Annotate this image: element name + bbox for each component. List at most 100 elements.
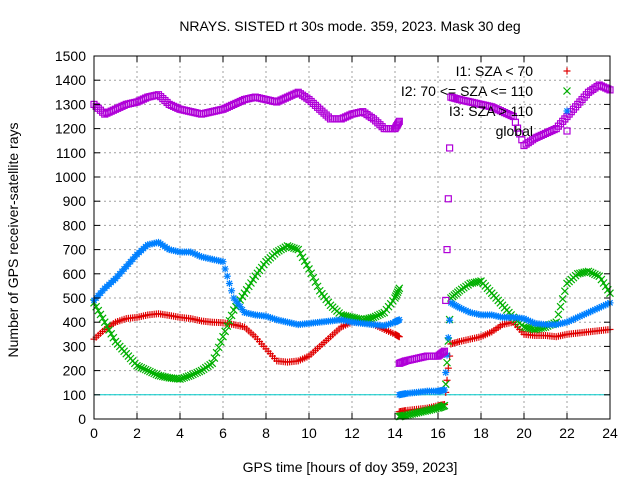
data-point <box>159 94 167 103</box>
data-point <box>225 279 233 287</box>
data-point <box>225 316 234 325</box>
data-point <box>441 380 450 389</box>
y-tick-label: 900 <box>63 193 87 209</box>
data-point <box>223 322 232 330</box>
data-point <box>247 279 255 287</box>
data-point <box>320 109 328 117</box>
y-tick-label: 1100 <box>56 145 86 161</box>
data-point <box>227 311 236 320</box>
data-point <box>92 102 100 110</box>
y-tick-label: 1200 <box>55 121 86 137</box>
data-point <box>178 374 187 383</box>
chart-title: NRAYS. SISTED rt 30s mode. 359, 2023. Ma… <box>179 18 520 34</box>
data-point <box>274 246 283 255</box>
data-point <box>133 361 141 370</box>
data-point <box>305 95 313 104</box>
data-point <box>395 333 403 341</box>
y-tick-label: 1000 <box>55 169 86 185</box>
data-point <box>394 286 403 295</box>
y-tick-label: 1400 <box>55 72 86 88</box>
data-point <box>595 272 604 281</box>
data-point <box>374 119 382 127</box>
x-tick-label: 20 <box>516 425 532 441</box>
data-point <box>588 269 597 278</box>
data-point <box>313 282 322 291</box>
data-point <box>182 372 191 381</box>
data-point <box>294 245 303 254</box>
data-point <box>391 292 400 300</box>
data-point <box>395 284 404 293</box>
data-point <box>329 115 337 123</box>
x-tick-label: 22 <box>559 425 575 441</box>
x-tick-label: 10 <box>301 425 317 441</box>
y-tick-label: 100 <box>63 387 87 403</box>
data-point <box>376 310 384 319</box>
data-point <box>326 115 335 123</box>
series-3 <box>90 238 614 399</box>
data-point <box>443 358 451 367</box>
x-tick-label: 14 <box>387 425 403 441</box>
x-tick-label: 6 <box>219 425 227 441</box>
data-point <box>311 101 320 109</box>
data-point <box>228 287 236 295</box>
data-point <box>371 312 380 321</box>
data-point <box>554 310 563 319</box>
data-point <box>96 310 105 319</box>
data-point <box>141 365 150 374</box>
data-point <box>558 295 567 303</box>
data-point <box>305 265 313 273</box>
data-point <box>279 244 288 253</box>
data-point <box>216 338 225 346</box>
data-point <box>369 115 378 123</box>
data-point <box>180 373 189 382</box>
data-point <box>442 296 450 305</box>
data-point <box>376 121 384 129</box>
x-tick-label: 12 <box>344 425 360 441</box>
data-point <box>331 115 339 123</box>
data-point <box>229 306 238 315</box>
data-point <box>591 270 599 279</box>
legend-marker <box>563 87 571 95</box>
x-tick-label: 0 <box>90 425 98 441</box>
data-point <box>300 257 309 266</box>
data-point <box>135 362 144 371</box>
data-point <box>285 242 294 251</box>
data-point <box>395 316 403 324</box>
data-point <box>597 275 606 284</box>
data-point <box>96 106 105 114</box>
data-point <box>212 348 221 357</box>
legend-marker <box>563 107 571 115</box>
data-point <box>287 243 296 252</box>
data-point <box>152 370 161 379</box>
data-point <box>240 289 249 298</box>
legend: I1: SZA < 70 I2: 70 <= SZA <= 110 I3: SZA … <box>401 63 571 139</box>
legend-marker <box>563 127 571 135</box>
data-point <box>186 371 195 380</box>
data-point <box>221 265 229 273</box>
data-point <box>333 115 341 123</box>
data-point <box>137 363 146 372</box>
data-point <box>444 334 452 342</box>
data-point <box>302 261 311 270</box>
data-point <box>208 359 217 368</box>
data-point <box>296 249 305 258</box>
x-tick-label: 8 <box>262 425 270 441</box>
y-tick-label: 300 <box>63 338 87 354</box>
data-point <box>314 103 322 111</box>
data-point <box>393 288 402 297</box>
data-point <box>219 332 227 341</box>
data-point <box>193 368 202 377</box>
data-point <box>548 126 556 135</box>
series-layer <box>90 81 614 421</box>
data-point <box>219 258 227 266</box>
data-point <box>277 245 285 254</box>
data-point <box>442 369 450 377</box>
data-point <box>399 411 408 420</box>
data-point <box>318 107 326 115</box>
data-point <box>298 253 307 262</box>
data-point <box>427 352 436 360</box>
data-point <box>272 248 281 256</box>
data-point <box>157 93 165 101</box>
data-point <box>560 287 569 296</box>
